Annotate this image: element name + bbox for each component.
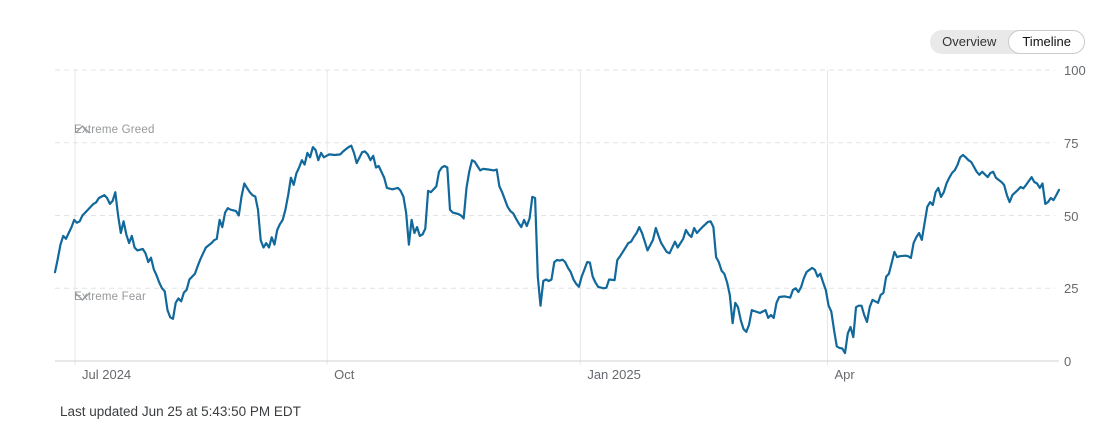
chevron-down-icon bbox=[75, 292, 90, 301]
threshold-annotation: Extreme Fear bbox=[74, 291, 146, 303]
tab-overview[interactable]: Overview bbox=[942, 34, 997, 49]
tab-timeline[interactable]: Timeline bbox=[1008, 30, 1085, 54]
view-toggle: Overview Timeline bbox=[930, 30, 1085, 54]
y-axis-tick-label: 100 bbox=[1064, 63, 1086, 78]
x-axis-tick-label: Oct bbox=[334, 367, 355, 382]
x-axis-tick-label: Jul 2024 bbox=[82, 367, 132, 382]
last-updated-text: Last updated Jun 25 at 5:43:50 PM EDT bbox=[60, 404, 301, 419]
x-axis-tick-label: Jan 2025 bbox=[587, 367, 641, 382]
threshold-annotation-label: Extreme Greed bbox=[74, 123, 155, 136]
threshold-annotation: Extreme Greed bbox=[74, 124, 155, 136]
line-plot bbox=[53, 69, 1061, 365]
y-axis-tick-label: 75 bbox=[1064, 135, 1079, 151]
timeline-chart[interactable]: 0 25 50 75 100 Jul 2024 Oct Jan 2025 Apr Extreme … bbox=[53, 64, 1086, 382]
y-axis-tick-label: 50 bbox=[1064, 208, 1079, 224]
threshold-annotation-label: Extreme Fear bbox=[74, 290, 147, 303]
index-line-series bbox=[53, 144, 1061, 355]
chevron-up-icon bbox=[75, 124, 90, 134]
x-axis-tick-label: Apr bbox=[834, 367, 855, 382]
y-axis-tick-label: 25 bbox=[1064, 281, 1079, 297]
y-axis-tick-label: 0 bbox=[1064, 354, 1072, 369]
